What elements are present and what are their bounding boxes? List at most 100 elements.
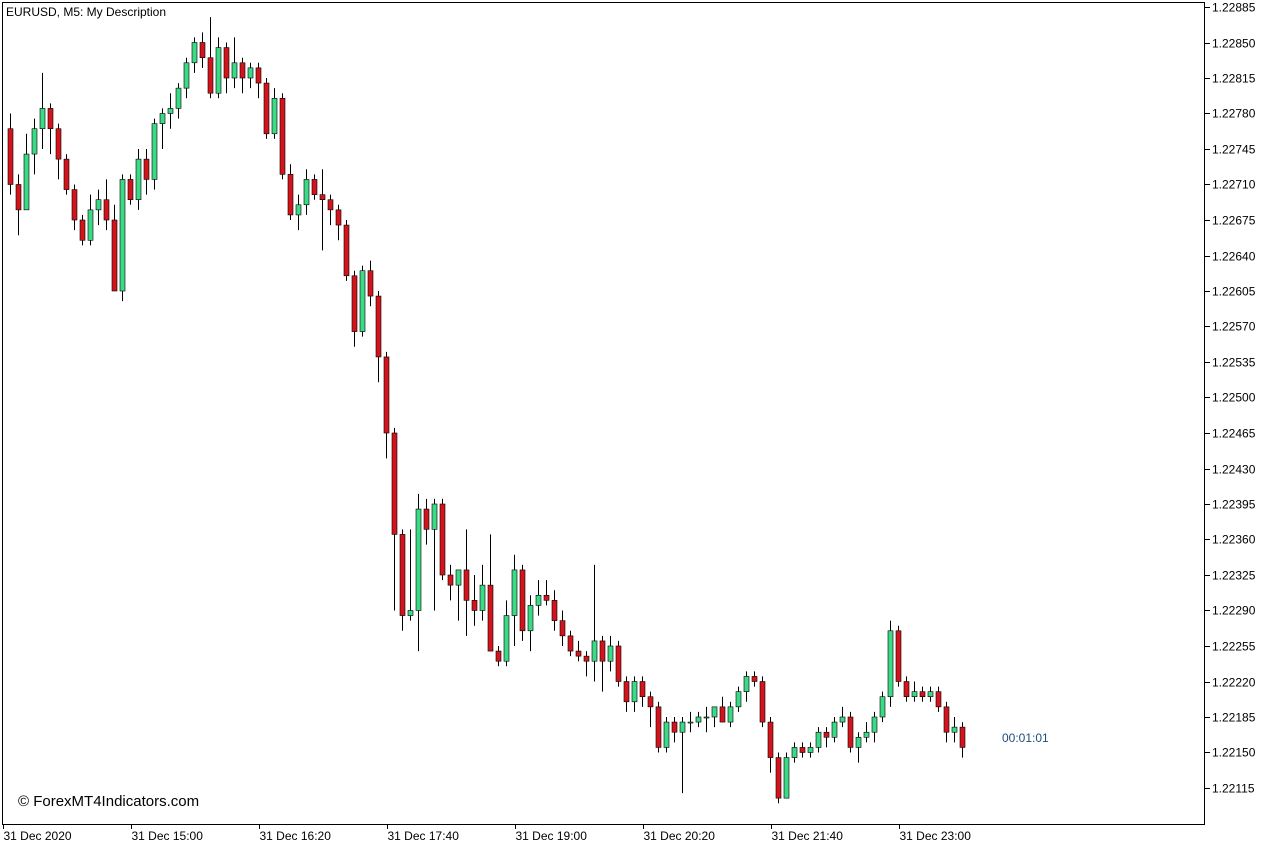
candle-body (591, 640, 598, 662)
price-axis: 1.22885 1.22850 1.22815 1.22780 1.22745 1.227… (1205, 1, 1256, 796)
candle (263, 78, 270, 139)
price-tick-label: 1.22290 (1212, 604, 1256, 618)
candle (615, 640, 622, 687)
candle-body (47, 108, 54, 130)
candle-body (223, 47, 230, 79)
candle (839, 706, 846, 728)
candle-body (127, 179, 134, 201)
price-tick-label: 1.22395 (1212, 498, 1256, 512)
candle (303, 169, 310, 215)
candle-body (143, 158, 150, 180)
candle (807, 742, 814, 758)
price-tick-label: 1.22465 (1212, 427, 1256, 441)
candle (711, 706, 718, 728)
candle (247, 62, 254, 89)
candle-body (575, 650, 582, 657)
candle-body (951, 726, 958, 733)
candle (95, 189, 102, 226)
candle-body (343, 224, 350, 277)
candle (487, 534, 494, 652)
candle-body (895, 630, 902, 682)
candle-body (375, 295, 382, 358)
candle-body (279, 97, 286, 175)
chart-title: EURUSD, M5: My Description (6, 5, 166, 19)
candle (423, 498, 430, 545)
candle-body (911, 691, 918, 698)
candle (103, 179, 110, 231)
candle (495, 646, 502, 667)
price-tick-label: 1.22185 (1212, 711, 1256, 725)
candle-body (679, 721, 686, 733)
price-tick-label: 1.22780 (1212, 107, 1256, 121)
candle-body (815, 731, 822, 748)
candle-body (823, 731, 830, 738)
candle-body (839, 716, 846, 723)
candle (759, 676, 766, 728)
candle-body (399, 534, 406, 616)
candle-body (807, 747, 814, 753)
candle-body (927, 691, 934, 698)
price-tick-label: 1.22500 (1212, 391, 1256, 405)
candle (591, 564, 598, 682)
price-tick-label: 1.22255 (1212, 640, 1256, 654)
time-tick-label: 31 Dec 2020 (4, 829, 72, 843)
candle-body (943, 706, 950, 733)
candle (191, 37, 198, 73)
candle (295, 194, 302, 231)
candle (767, 717, 774, 773)
candle-body (447, 574, 454, 586)
candle-body (519, 569, 526, 632)
time-tick-label: 31 Dec 19:00 (516, 829, 588, 843)
candle-body (479, 584, 486, 611)
candle-body (159, 113, 166, 124)
candle (311, 174, 318, 200)
candle-body (487, 584, 494, 652)
candle (719, 696, 726, 723)
candle (743, 671, 750, 702)
candle-body (903, 681, 910, 698)
candle (543, 580, 550, 606)
candle (559, 610, 566, 646)
time-tick-label: 31 Dec 20:20 (644, 829, 716, 843)
candle (47, 103, 54, 155)
price-tick-label: 1.22220 (1212, 676, 1256, 690)
candle-body (535, 594, 542, 606)
candle (175, 83, 182, 119)
candle (55, 123, 62, 180)
candle (231, 37, 238, 89)
candle (919, 686, 926, 702)
time-tick-label: 31 Dec 21:40 (772, 829, 844, 843)
candle (39, 72, 46, 149)
candle-body (655, 706, 662, 748)
candle (639, 676, 646, 707)
candle (447, 564, 454, 601)
candle (951, 717, 958, 743)
candle (199, 32, 206, 68)
candle (215, 37, 222, 99)
candle-body (751, 676, 758, 682)
candle (415, 493, 422, 652)
candle-body (935, 691, 942, 708)
candle-body (407, 610, 414, 616)
candle-body (775, 757, 782, 799)
candle-body (255, 67, 262, 84)
candle-body (855, 736, 862, 748)
candle (23, 133, 30, 211)
candle (111, 204, 118, 292)
candle (551, 590, 558, 631)
candle (927, 686, 934, 702)
candle (455, 569, 462, 621)
candle-body (311, 179, 318, 195)
candle-body (719, 706, 726, 723)
candle (15, 174, 22, 236)
candle (863, 722, 870, 743)
candle-body (543, 594, 550, 601)
candle (943, 701, 950, 743)
candle-body (271, 97, 278, 135)
price-tick-label: 1.22885 (1212, 1, 1256, 15)
candle-body (663, 721, 670, 748)
candle-body (167, 108, 174, 114)
price-tick-label: 1.22570 (1212, 320, 1256, 334)
candle (87, 194, 94, 246)
